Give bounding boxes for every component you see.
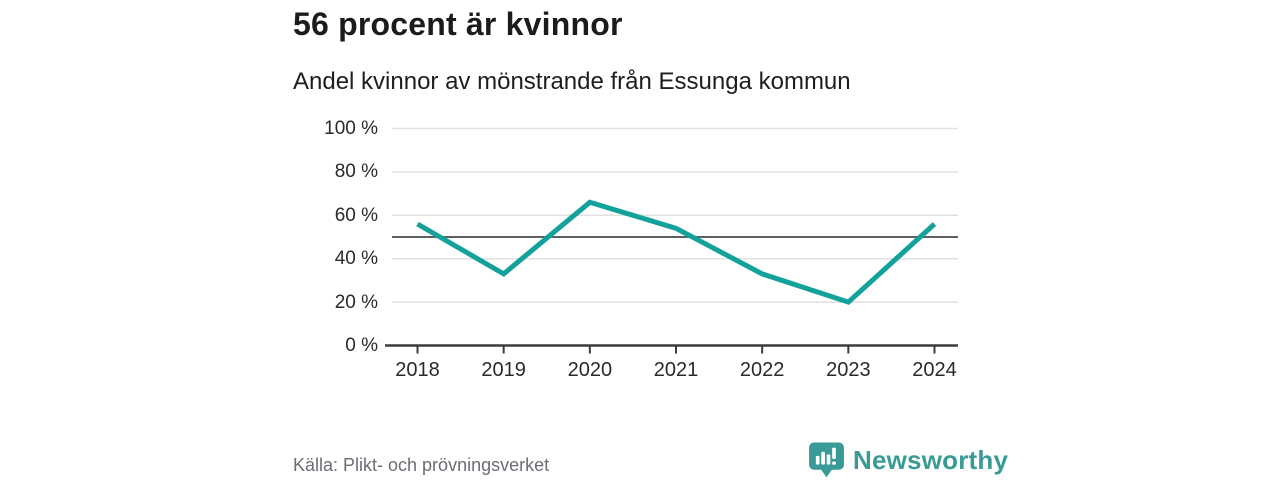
chart-subtitle: Andel kvinnor av mönstrande från Essunga…	[293, 68, 851, 95]
y-tick-label: 80 %	[334, 161, 378, 183]
chart-title: 56 procent är kvinnor	[293, 6, 623, 42]
x-tick-label: 2023	[826, 359, 871, 381]
x-tick-label: 2019	[481, 359, 526, 381]
y-tick-label: 100 %	[324, 118, 378, 139]
newsworthy-logo: Newsworthy	[808, 441, 1008, 480]
y-tick-label: 40 %	[334, 248, 378, 270]
y-tick-label: 0 %	[345, 335, 378, 356]
x-tick-label: 2020	[567, 359, 613, 381]
x-tick-label: 2018	[395, 359, 440, 381]
x-tick-label: 2021	[653, 359, 699, 381]
y-tick-label: 20 %	[334, 291, 378, 313]
x-tick-label: 2022	[739, 359, 785, 381]
newsworthy-logo-icon	[809, 442, 844, 478]
x-tick-label: 2024	[912, 359, 957, 381]
source-note: Källa: Plikt- och prövningsverket	[293, 455, 550, 475]
newsworthy-logo-text: Newsworthy	[853, 445, 1009, 475]
y-tick-label: 60 %	[334, 204, 378, 226]
trend-line	[416, 199, 937, 305]
